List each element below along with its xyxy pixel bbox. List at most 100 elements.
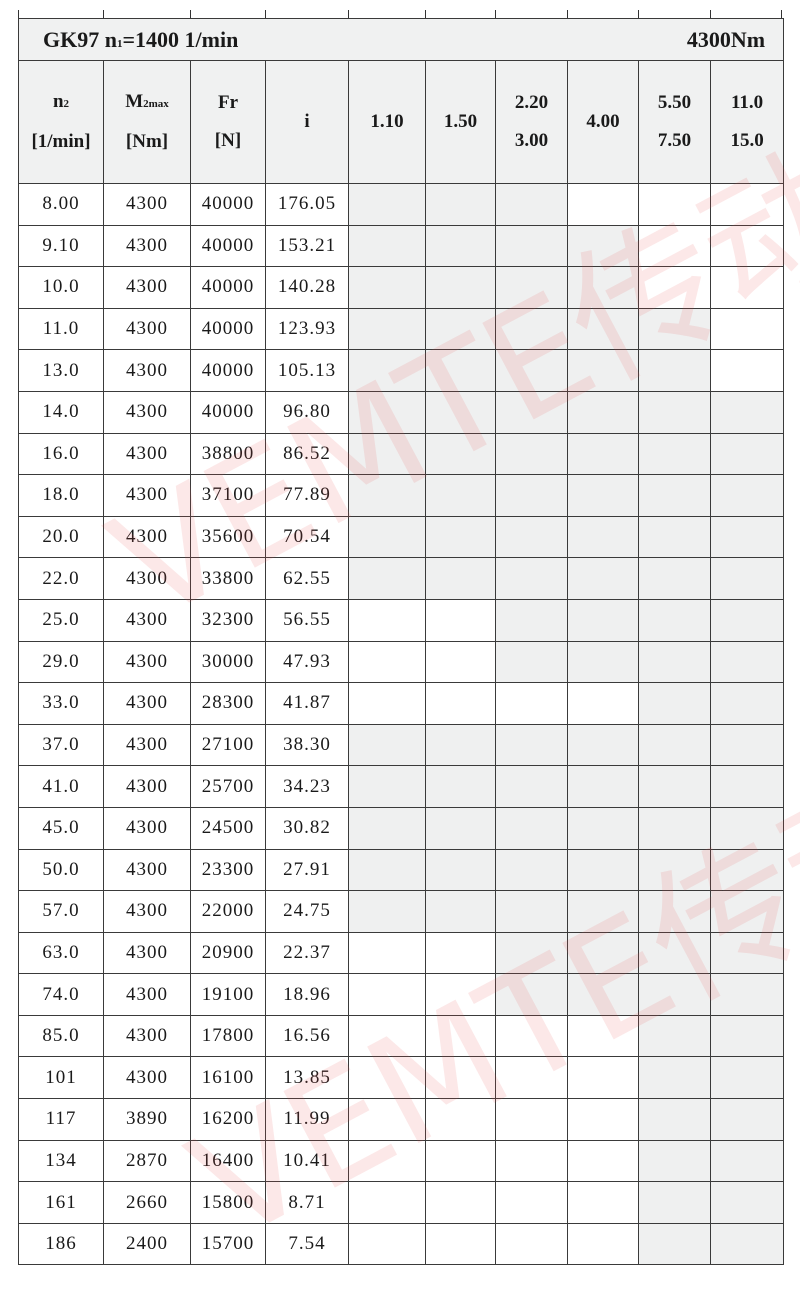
available-cell: [567, 723, 639, 767]
available-cell: [567, 890, 639, 933]
available-cell: [567, 432, 639, 476]
cell-i: 153.21: [265, 224, 349, 268]
table-row: 117 3890 16200 11.99: [18, 1098, 785, 1141]
cell-n2: 33.0: [18, 682, 104, 725]
cell-n2: 186: [18, 1222, 104, 1266]
table-title: GK97 n1=1400 1/min: [19, 27, 238, 53]
n1-label: n: [104, 26, 117, 52]
cell-fr: 15700: [190, 1222, 266, 1266]
cell-m2max: 4300: [103, 973, 191, 1016]
cell-fr: 32300: [190, 598, 266, 642]
cell-fr: 19100: [190, 973, 266, 1016]
cell-i: 38.30: [265, 723, 349, 767]
tick: [781, 10, 782, 18]
table-row: 85.0 4300 17800 16.56: [18, 1014, 785, 1058]
cell-fr: 23300: [190, 848, 266, 892]
available-cell: [425, 349, 496, 392]
available-cell: [709, 806, 785, 850]
table-row: 22.0 4300 33800 62.55: [18, 557, 785, 600]
empty-cell: [638, 183, 711, 226]
cell-n2: 74.0: [18, 973, 104, 1016]
empty-cell: [348, 1098, 426, 1141]
cell-m2max: 2660: [103, 1181, 191, 1224]
cell-m2max: 4300: [103, 598, 191, 642]
cell-fr: 25700: [190, 765, 266, 808]
cell-m2max: 4300: [103, 765, 191, 808]
table-row: 63.0 4300 20900 22.37: [18, 931, 785, 975]
header-power-3: 2.20 3.00: [495, 60, 568, 184]
empty-cell: [348, 1139, 426, 1183]
cell-m2max: 4300: [103, 515, 191, 559]
available-cell: [495, 806, 568, 850]
available-cell: [348, 307, 426, 351]
available-cell: [709, 598, 785, 642]
empty-cell: [638, 266, 711, 309]
available-cell: [638, 307, 711, 351]
cell-fr: 40000: [190, 183, 266, 226]
cell-n2: 10.0: [18, 266, 104, 309]
available-cell: [709, 931, 785, 975]
available-cell: [638, 890, 711, 933]
cell-fr: 22000: [190, 890, 266, 933]
cell-i: 105.13: [265, 349, 349, 392]
available-cell: [425, 557, 496, 600]
available-cell: [638, 973, 711, 1016]
available-cell: [567, 349, 639, 392]
available-cell: [709, 1139, 785, 1183]
header-power-6: 11.0 15.0: [709, 60, 785, 184]
table-row: 8.00 4300 40000 176.05: [18, 183, 785, 226]
cell-i: 30.82: [265, 806, 349, 850]
available-cell: [709, 1014, 785, 1058]
empty-cell: [567, 1181, 639, 1224]
power-value: 3.00: [514, 130, 549, 151]
cell-i: 70.54: [265, 515, 349, 559]
empty-cell: [348, 931, 426, 975]
cell-m2max: 4300: [103, 307, 191, 351]
power-value: 5.50: [657, 92, 692, 113]
available-cell: [495, 973, 568, 1016]
table-row: 25.0 4300 32300 56.55: [18, 598, 785, 642]
table-row: 16.0 4300 38800 86.52: [18, 432, 785, 476]
cell-i: 11.99: [265, 1098, 349, 1141]
cell-fr: 30000: [190, 640, 266, 684]
cell-fr: 40000: [190, 390, 266, 434]
power-value: 4.00: [586, 111, 620, 132]
empty-cell: [709, 183, 785, 226]
tick: [567, 10, 568, 18]
cell-m2max: 4300: [103, 931, 191, 975]
cell-m2max: 4300: [103, 1014, 191, 1058]
available-cell: [567, 557, 639, 600]
available-cell: [638, 515, 711, 559]
empty-cell: [495, 1014, 568, 1058]
available-cell: [567, 266, 639, 309]
available-cell: [638, 723, 711, 767]
available-cell: [425, 183, 496, 226]
available-cell: [425, 266, 496, 309]
available-cell: [709, 640, 785, 684]
cell-n2: 37.0: [18, 723, 104, 767]
empty-cell: [709, 266, 785, 309]
available-cell: [638, 1014, 711, 1058]
cell-m2max: 4300: [103, 432, 191, 476]
available-cell: [638, 640, 711, 684]
fr-unit: [N]: [214, 130, 242, 151]
available-cell: [709, 682, 785, 725]
header-fr: Fr [N]: [190, 60, 266, 184]
empty-cell: [709, 349, 785, 392]
m2max-label: M: [125, 91, 144, 112]
available-cell: [567, 640, 639, 684]
available-cell: [567, 806, 639, 850]
available-cell: [425, 806, 496, 850]
available-cell: [638, 1222, 711, 1266]
available-cell: [348, 266, 426, 309]
power-value: 2.20: [514, 92, 549, 113]
cell-m2max: 4300: [103, 349, 191, 392]
cell-fr: 40000: [190, 349, 266, 392]
available-cell: [425, 307, 496, 351]
available-cell: [709, 848, 785, 892]
available-cell: [638, 682, 711, 725]
available-cell: [709, 765, 785, 808]
cell-fr: 28300: [190, 682, 266, 725]
table-row: 33.0 4300 28300 41.87: [18, 682, 785, 725]
tick: [495, 10, 496, 18]
